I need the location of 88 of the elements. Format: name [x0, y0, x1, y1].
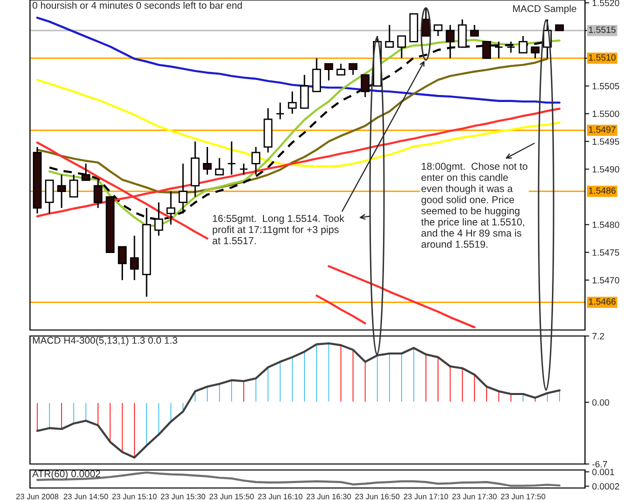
y-tick-label: 1.5470 [592, 277, 620, 284]
y-tick-label: 1.5505 [592, 82, 620, 90]
y-tick-label: 1.5475 [592, 249, 620, 256]
candlestick [276, 102, 285, 120]
ref-line-label: 1.5486 [589, 187, 616, 194]
bar [351, 349, 355, 403]
bar [314, 344, 318, 403]
candlestick [202, 146, 212, 176]
candlestick [215, 157, 224, 176]
annotation: 16:55gmt. Long 1.5514. Took profit at 17:11gmt for +3 pips at 1.5517. [212, 214, 344, 244]
y-tick-label: 0.0002 [592, 483, 620, 490]
y-tick-label: 0.00 [592, 399, 610, 406]
bar [376, 354, 380, 403]
y-tick-label: 1.5520 [592, 0, 620, 6]
candlestick [239, 162, 248, 176]
ref-line-label: 1.5515 [589, 26, 616, 33]
bar [96, 402, 100, 426]
ref-line-label: 1.5510 [589, 54, 616, 61]
candlestick [348, 63, 358, 76]
candlestick [118, 246, 127, 281]
bar [558, 390, 562, 403]
y-tick-label: 1.5495 [592, 138, 620, 145]
bar [436, 356, 440, 403]
bar [326, 342, 331, 403]
bar [144, 402, 148, 446]
candlestick [324, 63, 334, 82]
candlestick [360, 74, 370, 98]
bar [36, 402, 40, 432]
bar [472, 374, 476, 403]
bar [48, 402, 52, 429]
candlestick [300, 74, 309, 109]
candlestick [178, 162, 188, 214]
bar [242, 380, 246, 403]
chart-title: ATR(60) 0.0002 [32, 470, 100, 480]
candlestick [57, 174, 66, 209]
candlestick [530, 46, 540, 59]
bar [132, 402, 136, 458]
line-series [328, 265, 476, 328]
annotation: MACD Sample [513, 4, 576, 14]
line-series [316, 294, 366, 324]
bar [363, 361, 367, 403]
chart-title: MACD H4-300(5,13,1) 1.3 0.0 1.3 [33, 336, 178, 346]
chart-title: 0 hoursish or 4 minutes 0 seconds left to bar end [32, 2, 242, 9]
candlestick [397, 35, 406, 59]
bar [206, 386, 210, 403]
bar [84, 402, 88, 422]
candlestick [470, 24, 479, 37]
bar [156, 402, 161, 436]
bar [218, 383, 222, 403]
bar [302, 350, 306, 403]
candlestick [336, 63, 346, 76]
bar [72, 402, 76, 424]
bar [339, 344, 343, 403]
y-tick-label: 1.5500 [592, 110, 620, 118]
bar [230, 380, 234, 403]
candlestick [94, 180, 102, 209]
y-tick-label: 1.5480 [592, 222, 620, 228]
bar [266, 366, 270, 403]
candlestick [288, 90, 297, 114]
bar [254, 378, 258, 403]
bar [448, 366, 452, 403]
y-tick-label: 1.5490 [592, 166, 620, 173]
candlestick [385, 24, 394, 48]
candlestick [69, 174, 78, 198]
y-tick-label: 7.2 [592, 332, 604, 340]
candlestick [312, 58, 321, 92]
bar [120, 402, 124, 453]
bar [290, 356, 294, 403]
y-tick-label: -6.7 [592, 460, 608, 468]
bar [60, 402, 64, 430]
annotation: 18:00gmt. Chose not to enter on this candle even though it was a good solid one. Price seemed to be hugging the price line at 1.5510, and the 4 Hr 89 sma is around 1.5519. [421, 162, 528, 248]
bar [388, 352, 392, 403]
bar [460, 368, 464, 403]
bar [424, 354, 428, 403]
ref-line-label: 1.5497 [589, 126, 616, 133]
candlestick [434, 24, 442, 37]
candlestick [251, 146, 260, 176]
candlestick [81, 162, 90, 181]
candlestick [45, 180, 54, 214]
bar [400, 352, 404, 403]
y-tick-label: 0.001 [592, 468, 614, 476]
bar [484, 386, 488, 403]
ref-line-label: 1.5466 [589, 298, 616, 305]
bar [169, 402, 173, 422]
bar [108, 402, 112, 443]
bar [278, 361, 282, 403]
candlestick [130, 235, 139, 281]
candlestick [227, 140, 236, 176]
